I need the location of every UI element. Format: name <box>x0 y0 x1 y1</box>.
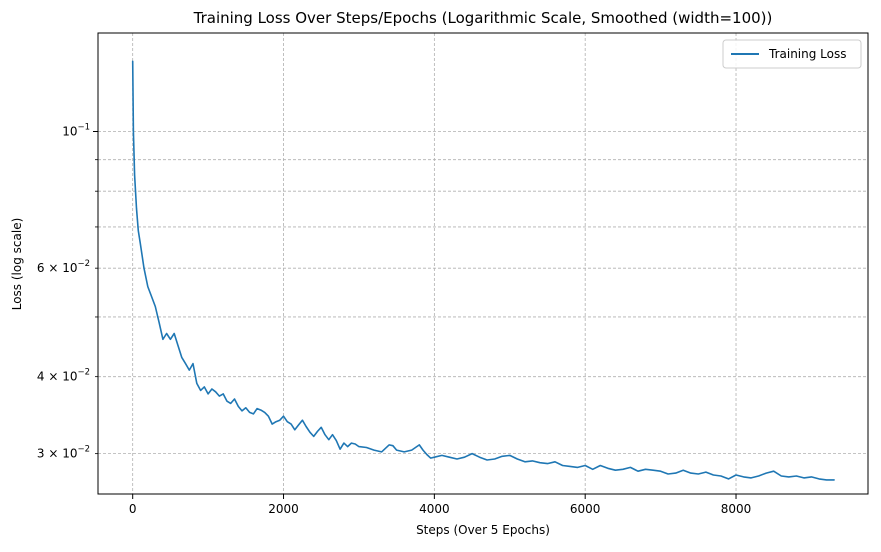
x-axis-label: Steps (Over 5 Epochs) <box>416 523 550 537</box>
y-axis-label: Loss (log scale) <box>10 218 24 311</box>
y-minor-tick-label: 3 × 10−2 <box>37 445 90 461</box>
x-tick-label: 8000 <box>721 502 752 516</box>
legend-box <box>722 39 862 69</box>
x-tick-label: 0 <box>129 502 137 516</box>
legend-label-training-loss: Training Loss <box>768 47 846 61</box>
x-tick-label: 6000 <box>570 502 601 516</box>
tick-layer: 0 2000 4000 6000 8000 10−1 3 × 10−2 4 × 10−2 6 ×… <box>37 122 751 516</box>
y-minor-tick-label: 4 × 10−2 <box>37 368 90 384</box>
y-minor-tick-label: 6 × 10−2 <box>37 259 90 275</box>
chart-title: Training Loss Over Steps/Epochs (Logarit… <box>193 9 773 27</box>
x-tick-label: 2000 <box>268 502 299 516</box>
series-layer <box>131 60 835 481</box>
y-major-tick-label: 10−1 <box>62 122 90 138</box>
series-line-training-loss <box>131 60 835 481</box>
x-tick-label: 4000 <box>419 502 450 516</box>
axes-frame <box>97 32 869 495</box>
legend: Training Loss <box>722 39 862 69</box>
grid-layer <box>98 33 868 494</box>
